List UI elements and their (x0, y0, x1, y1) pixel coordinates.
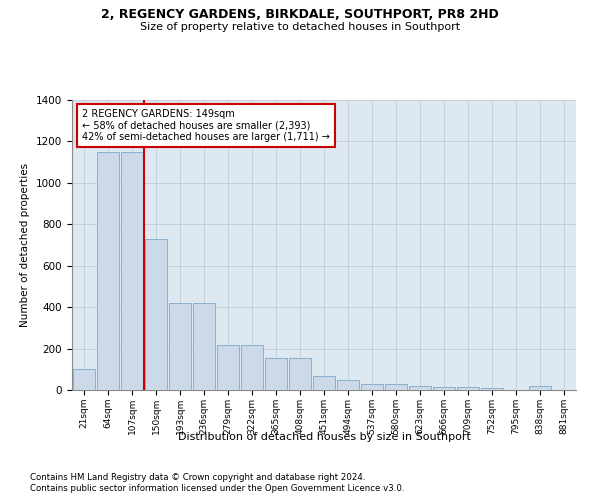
Bar (121, 152, 143, 390)
Y-axis label: Number of detached properties: Number of detached properties (20, 163, 31, 327)
Bar (145, 239, 167, 390)
Bar (169, 303, 191, 390)
Bar (289, 358, 311, 390)
Bar (529, 386, 551, 390)
Bar (73, 370, 95, 390)
Bar (457, 387, 479, 390)
Text: Contains public sector information licensed under the Open Government Licence v3: Contains public sector information licen… (30, 484, 404, 493)
Bar (97, 152, 119, 390)
Bar (433, 387, 455, 390)
Bar (481, 388, 503, 390)
Bar (193, 303, 215, 390)
Bar (409, 386, 431, 390)
Text: Size of property relative to detached houses in Southport: Size of property relative to detached ho… (140, 22, 460, 32)
Bar (385, 384, 407, 390)
Bar (337, 380, 359, 390)
Text: Distribution of detached houses by size in Southport: Distribution of detached houses by size … (178, 432, 470, 442)
Bar (265, 358, 287, 390)
Text: 2 REGENCY GARDENS: 149sqm
← 58% of detached houses are smaller (2,393)
42% of se: 2 REGENCY GARDENS: 149sqm ← 58% of detac… (82, 108, 330, 142)
Bar (217, 346, 239, 390)
Text: 2, REGENCY GARDENS, BIRKDALE, SOUTHPORT, PR8 2HD: 2, REGENCY GARDENS, BIRKDALE, SOUTHPORT,… (101, 8, 499, 20)
Bar (361, 384, 383, 390)
Bar (241, 346, 263, 390)
Text: Contains HM Land Registry data © Crown copyright and database right 2024.: Contains HM Land Registry data © Crown c… (30, 472, 365, 482)
Bar (313, 376, 335, 390)
